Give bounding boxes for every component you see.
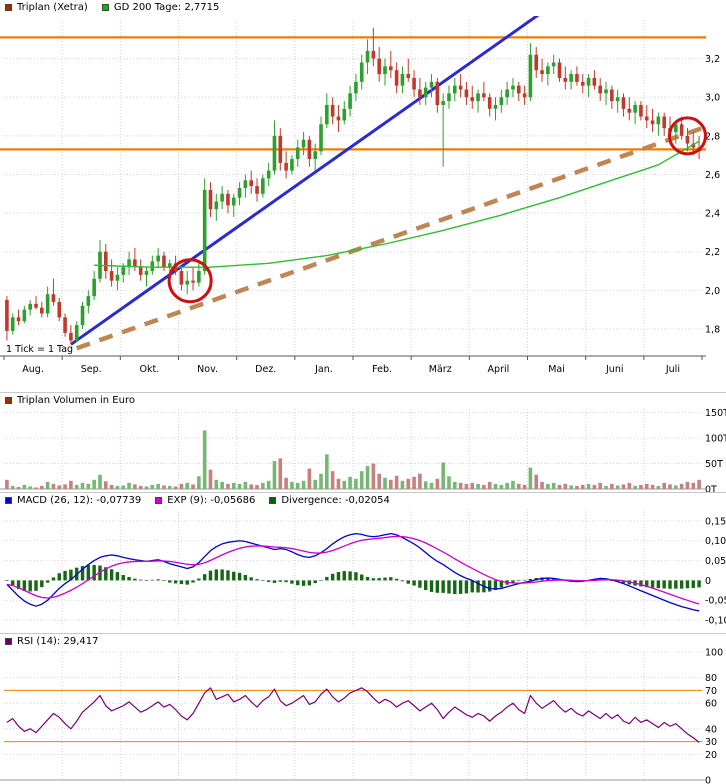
svg-text:April: April <box>488 364 510 375</box>
svg-text:-0,10: -0,10 <box>705 616 726 627</box>
svg-text:2,8: 2,8 <box>705 131 720 142</box>
macd-swatch-icon <box>5 497 12 504</box>
macd-panel: MACD (26, 12): -0,07739 EXP (9): -0,0568… <box>0 492 726 633</box>
svg-text:60: 60 <box>705 699 717 710</box>
legend-item-volume: Triplan Volumen in Euro <box>5 395 135 406</box>
svg-text:Nov.: Nov. <box>197 364 218 375</box>
svg-text:70: 70 <box>705 686 717 697</box>
gd200-label: GD 200 Tage: 2,7715 <box>113 2 220 13</box>
svg-text:Juni: Juni <box>605 364 623 375</box>
legend-item-rsi: RSI (14): 29,417 <box>5 636 99 647</box>
triplan-series-swatch-icon <box>5 4 12 11</box>
svg-text:Aug.: Aug. <box>22 364 44 375</box>
svg-text:2,6: 2,6 <box>705 170 720 181</box>
legend-item-exp: EXP (9): -0,05686 <box>155 495 255 506</box>
price-panel: Triplan (Xetra) GD 200 Tage: 2,7715 3,2 3… <box>0 2 721 375</box>
volume-swatch-icon <box>5 397 12 404</box>
divergence-label: Divergence: -0,02054 <box>281 495 390 506</box>
svg-text:150T: 150T <box>705 408 726 419</box>
svg-text:3,0: 3,0 <box>705 93 720 104</box>
rsi-label: RSI (14): 29,417 <box>17 636 99 647</box>
svg-text:Jan.: Jan. <box>314 364 333 375</box>
svg-text:Feb.: Feb. <box>372 364 392 375</box>
exp-label: EXP (9): -0,05686 <box>167 495 256 506</box>
svg-text:100: 100 <box>705 648 723 659</box>
svg-text:Okt.: Okt. <box>140 364 160 375</box>
rsi-panel: RSI (14): 29,417 100 80 70 60 40 30 20 0 <box>0 633 726 784</box>
legend-item-macd: MACD (26, 12): -0,07739 <box>5 495 141 506</box>
svg-text:40: 40 <box>705 724 717 735</box>
svg-text:0,10: 0,10 <box>705 536 726 547</box>
svg-text:80: 80 <box>705 673 717 684</box>
legend-item-gd200: GD 200 Tage: 2,7715 <box>101 2 220 13</box>
svg-text:2,2: 2,2 <box>705 247 720 258</box>
svg-text:0: 0 <box>705 576 711 587</box>
svg-text:Juli: Juli <box>665 364 680 375</box>
price-legend: Triplan (Xetra) GD 200 Tage: 2,7715 <box>5 2 233 13</box>
svg-text:20: 20 <box>705 750 717 761</box>
svg-text:1 Tick = 1 Tag: 1 Tick = 1 Tag <box>6 344 73 355</box>
rsi-legend: RSI (14): 29,417 <box>5 636 113 647</box>
legend-item-divergence: Divergence: -0,02054 <box>269 495 390 506</box>
svg-text:Sep.: Sep. <box>81 364 102 375</box>
svg-text:März: März <box>429 364 452 375</box>
svg-text:0,05: 0,05 <box>705 556 726 567</box>
svg-text:0,15: 0,15 <box>705 516 726 527</box>
legend-item-triplan: Triplan (Xetra) <box>5 2 88 13</box>
volume-legend: Triplan Volumen in Euro <box>5 395 149 406</box>
svg-text:-0,05: -0,05 <box>705 596 726 607</box>
svg-text:Mai: Mai <box>548 364 565 375</box>
svg-text:3,2: 3,2 <box>705 54 720 65</box>
price-candlestick-chart: 3,2 3,0 2,8 2,6 2,4 2,2 2,0 1,8 Aug. Sep. Okt. Nov.… <box>0 16 720 375</box>
macd-legend: MACD (26, 12): -0,07739 EXP (9): -0,0568… <box>5 495 404 506</box>
volume-panel: Triplan Volumen in Euro 150T 100T 50T 0T <box>0 392 726 492</box>
svg-text:50T: 50T <box>705 459 723 470</box>
macd-label: MACD (26, 12): -0,07739 <box>17 495 142 506</box>
svg-text:2,0: 2,0 <box>705 286 720 297</box>
volume-bar-chart: 150T 100T 50T 0T <box>0 408 726 493</box>
gd200-swatch-icon <box>101 4 109 11</box>
svg-text:Dez.: Dez. <box>255 364 276 375</box>
svg-text:0: 0 <box>705 776 711 784</box>
exp-swatch-icon <box>155 497 163 504</box>
volume-label: Triplan Volumen in Euro <box>17 395 135 406</box>
svg-text:1,8: 1,8 <box>705 324 720 335</box>
svg-text:30: 30 <box>705 737 717 748</box>
svg-text:2,4: 2,4 <box>705 209 720 220</box>
triplan-series-label: Triplan (Xetra) <box>17 2 88 13</box>
divergence-swatch-icon <box>269 497 277 504</box>
macd-chart: 0,15 0,10 0,05 0 -0,05 -0,10 <box>4 509 726 628</box>
rsi-swatch-icon <box>5 638 12 645</box>
rsi-chart: 100 80 70 60 40 30 20 0 <box>0 648 723 784</box>
svg-text:0T: 0T <box>705 485 717 493</box>
svg-text:100T: 100T <box>705 434 726 445</box>
